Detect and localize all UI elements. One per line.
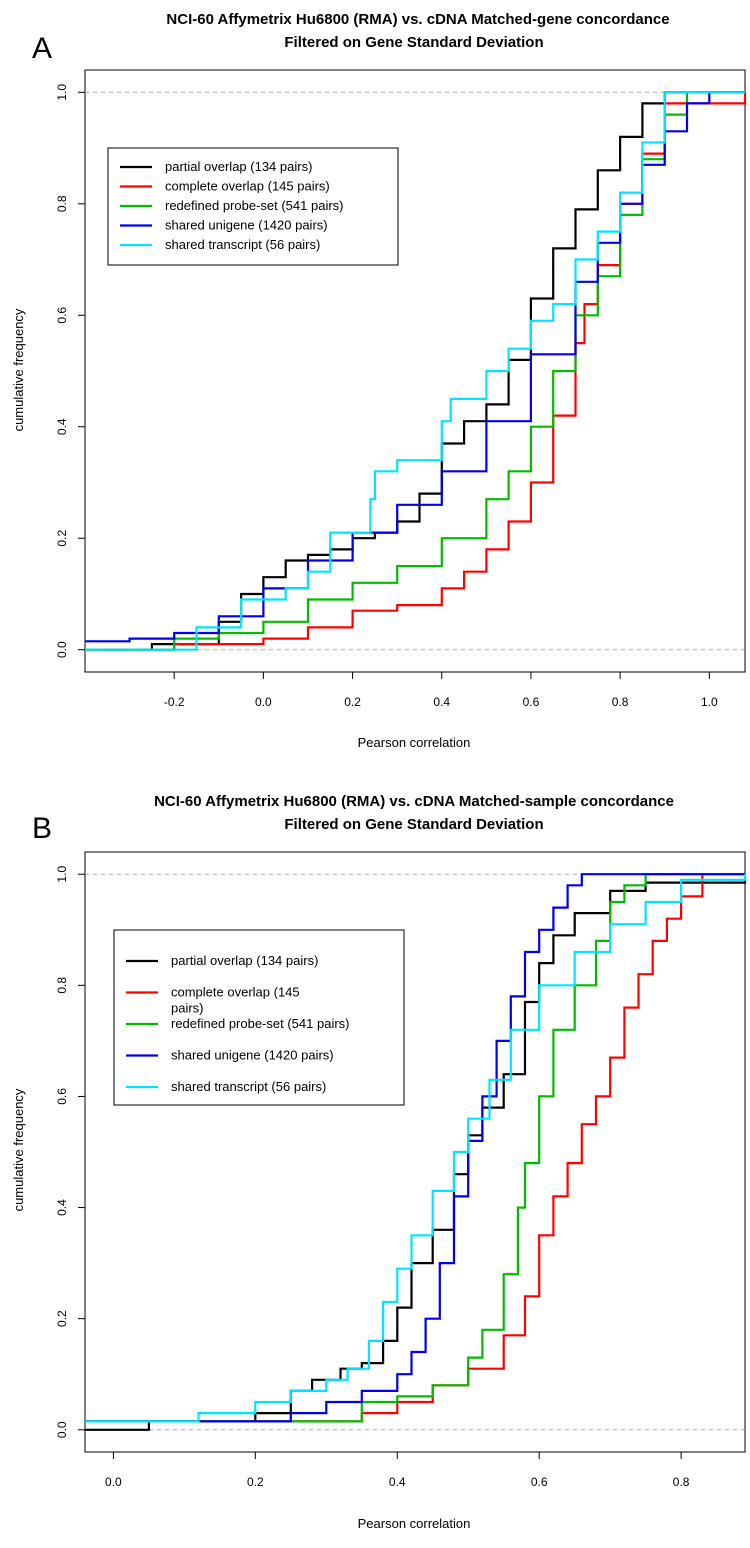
legend-label-5: shared transcript (56 pairs) <box>165 237 320 252</box>
legend-box-b <box>113 929 405 1106</box>
series-line-1 <box>85 91 745 651</box>
y-tick-label: 0.4 <box>55 1199 69 1216</box>
chart-panel-b: B NCI-60 Affymetrix Hu6800 (RMA) vs. cDN… <box>11 793 747 1531</box>
legend-label-5: shared transcript (56 pairs) <box>171 1079 326 1094</box>
y-axis-label-a: cumulative frequency <box>11 308 26 431</box>
x-tick-label: 0.6 <box>531 1475 548 1489</box>
x-tick-label: 0.2 <box>344 695 361 709</box>
x-tick-label: 0.4 <box>433 695 450 709</box>
legend-label-2: complete overlap (145 pairs) <box>165 179 330 194</box>
y-tick-label: 1.0 <box>55 866 69 883</box>
x-axis-label-a: Pearson correlation <box>358 735 471 750</box>
y-tick-label: 0.2 <box>55 1310 69 1327</box>
x-axis-a: -0.2 0.0 0.2 0.4 0.6 0.8 1.0 <box>164 672 718 709</box>
reference-lines-b <box>85 873 745 1431</box>
panel-label-a: A <box>32 32 52 65</box>
x-tick-label: 0.4 <box>389 1475 406 1489</box>
series-line-4 <box>85 91 745 643</box>
x-tick-label: 0.8 <box>673 1475 690 1489</box>
y-tick-label: 0.0 <box>55 1421 69 1438</box>
x-tick-label: 0.8 <box>612 695 629 709</box>
x-axis-label-b: Pearson correlation <box>358 1516 471 1531</box>
legend-label-1: partial overlap (134 pairs) <box>165 159 312 174</box>
plot-frame-a <box>84 69 746 673</box>
plot-frame-b <box>84 851 746 1453</box>
x-tick-label: 0.2 <box>247 1475 264 1489</box>
x-tick-label: 0.0 <box>255 695 272 709</box>
y-tick-label: 0.4 <box>55 418 69 435</box>
y-tick-label: 0.6 <box>55 1088 69 1105</box>
y-axis-a: 0.0 0.2 0.4 0.6 0.8 1.0 <box>55 84 85 658</box>
y-tick-label: 0.8 <box>55 977 69 994</box>
chart-subtitle-b: Filtered on Gene Standard Deviation <box>284 816 543 833</box>
legend-label-2: complete overlap (145 <box>171 985 300 1000</box>
series-line-5 <box>85 874 747 1423</box>
legend-a: partial overlap (134 pairs) complete over… <box>107 147 399 266</box>
legend-label-2: pairs) <box>171 1001 204 1016</box>
y-tick-label: 0.6 <box>55 307 69 324</box>
x-tick-label: 0.6 <box>523 695 540 709</box>
chart-title-a: NCI-60 Affymetrix Hu6800 (RMA) vs. cDNA … <box>166 11 669 28</box>
x-axis-b: 0.0 0.2 0.4 0.6 0.8 <box>105 1452 690 1489</box>
y-axis-label-b: cumulative frequency <box>11 1088 26 1211</box>
legend-label-4: shared unigene (1420 pairs) <box>165 218 328 233</box>
x-tick-label: 0.0 <box>105 1475 122 1489</box>
y-tick-label: 0.8 <box>55 195 69 212</box>
y-tick-label: 0.0 <box>55 641 69 658</box>
legend-box-a <box>107 147 399 266</box>
chart-subtitle-a: Filtered on Gene Standard Deviation <box>284 34 543 51</box>
reference-lines-a <box>85 91 745 651</box>
series-line-4 <box>85 873 745 1423</box>
legend-label-4: shared unigene (1420 pairs) <box>171 1048 334 1063</box>
series-lines-b <box>85 873 747 1431</box>
legend-label-3: redefined probe-set (541 pairs) <box>171 1016 350 1031</box>
legend-label-3: redefined probe-set (541 pairs) <box>165 198 344 213</box>
chart-title-b: NCI-60 Affymetrix Hu6800 (RMA) vs. cDNA … <box>154 793 674 810</box>
x-tick-label: -0.2 <box>164 695 185 709</box>
series-line-5 <box>85 91 745 651</box>
x-tick-label: 1.0 <box>701 695 718 709</box>
y-tick-label: 1.0 <box>55 84 69 101</box>
legend-label-1: partial overlap (134 pairs) <box>171 953 318 968</box>
chart-panel-a: A NCI-60 Affymetrix Hu6800 (RMA) vs. cDN… <box>11 11 747 750</box>
series-line-3 <box>85 873 745 1423</box>
series-lines-a <box>85 91 747 651</box>
legend-b: partial overlap (134 pairs) complete over… <box>113 929 405 1106</box>
panel-label-b: B <box>32 812 52 845</box>
y-tick-label: 0.2 <box>55 530 69 547</box>
series-line-3 <box>85 91 745 651</box>
y-axis-b: 0.0 0.2 0.4 0.6 0.8 1.0 <box>55 866 85 1438</box>
